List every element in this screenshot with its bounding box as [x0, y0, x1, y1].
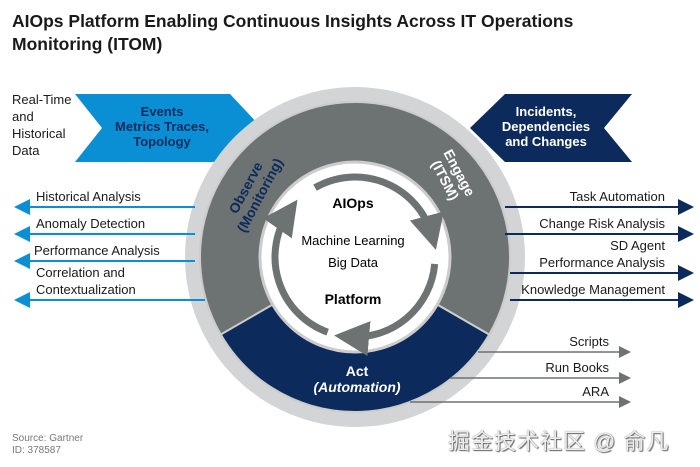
- observe-output-label: Anomaly Detection: [36, 216, 145, 231]
- input-banner-text: Metrics Traces,: [115, 119, 209, 134]
- engage-output-label: Performance Analysis: [539, 255, 665, 270]
- input-banner-text: Topology: [133, 134, 191, 149]
- act-output-label: Run Books: [545, 360, 609, 375]
- input-label: Real-Time: [12, 92, 71, 107]
- engage-output-label: Change Risk Analysis: [539, 216, 665, 231]
- cycle-arrow-bottom-icon: [334, 263, 439, 356]
- engage-output-label: SD Agent: [610, 238, 665, 253]
- observe-output-label: Correlation and: [36, 265, 125, 280]
- act-label-text: Act: [346, 363, 369, 379]
- engage-output-label: Knowledge Management: [521, 282, 665, 297]
- document-id: ID: 378587: [12, 445, 61, 456]
- center-bottom: Platform: [325, 291, 382, 307]
- input-label: and: [12, 109, 34, 124]
- engage-output-label: Task Automation: [570, 189, 665, 204]
- output-banner-text: Dependencies: [502, 119, 590, 134]
- observe-output-label: Contextualization: [36, 282, 136, 297]
- output-banner: [470, 94, 632, 162]
- output-banner-text: Incidents,: [516, 104, 577, 119]
- observe-output-label: Historical Analysis: [36, 189, 141, 204]
- watermark: 掘金技术社区 @ 俞凡: [448, 429, 670, 454]
- observe-output-label: Performance Analysis: [34, 243, 160, 258]
- footer: Source: Gartner ID: 378587: [12, 433, 83, 457]
- input-banner: [75, 94, 262, 162]
- input-label: Data: [12, 143, 40, 158]
- input-banner-text: Events: [141, 104, 184, 119]
- act-output-label: Scripts: [569, 334, 609, 349]
- center-text: Big Data: [328, 255, 379, 270]
- input-label: Historical: [12, 126, 66, 141]
- output-banner-text: and Changes: [505, 134, 587, 149]
- cycle-arrow-left-icon: [263, 199, 329, 336]
- source-text: Source: Gartner: [12, 433, 84, 444]
- act-output-label: ARA: [582, 384, 609, 399]
- cycle-arrow-top-icon: [313, 173, 444, 250]
- center-text: Machine Learning: [301, 233, 404, 248]
- act-label-text: (Automation): [313, 379, 400, 395]
- center-title: AIOps: [332, 195, 373, 211]
- diagram-title: AIOps Platform Enabling Continuous Insig…: [12, 11, 574, 54]
